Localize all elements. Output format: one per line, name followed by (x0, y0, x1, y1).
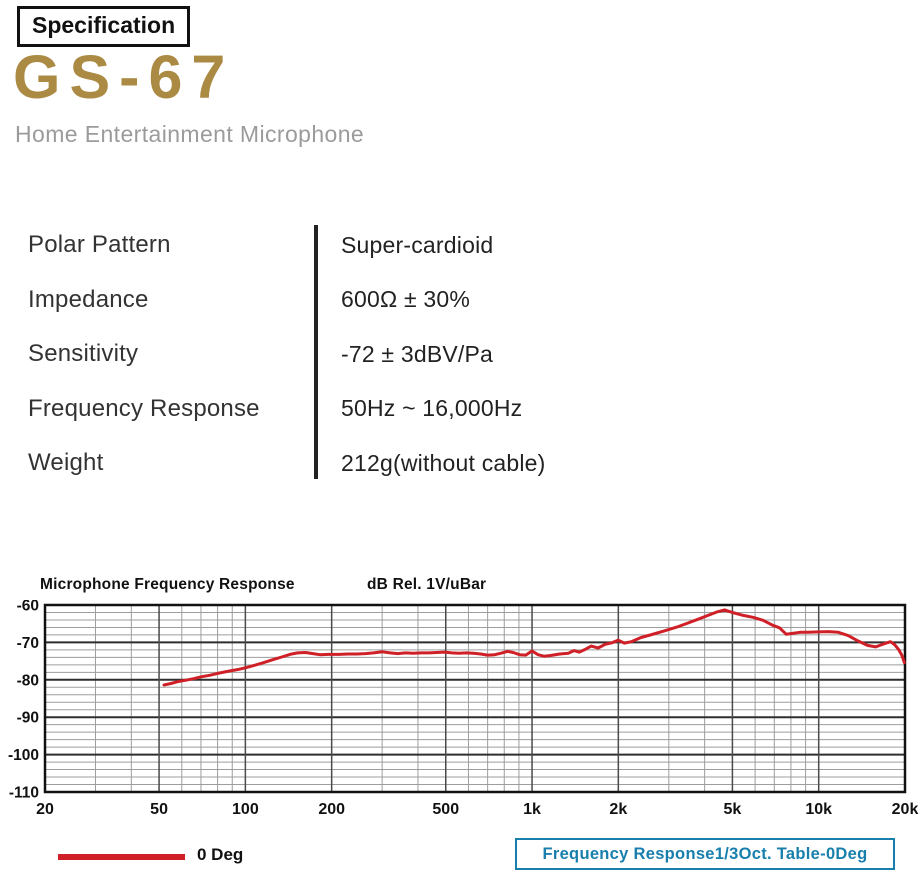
x-tick-label: 20 (36, 801, 54, 818)
chart-title: Microphone Frequency Response (40, 576, 295, 593)
spec-value: -72 ± 3dBV/Pa (341, 340, 494, 367)
spec-value: 50Hz ~ 16,000Hz (341, 395, 523, 422)
x-tick-label: 2k (609, 801, 627, 818)
spec-value-column: Super-cardioid 600Ω ± 30% -72 ± 3dBV/Pa … (318, 218, 546, 491)
spec-label: Weight (28, 449, 104, 477)
y-tick-label: -110 (9, 785, 39, 802)
plot-border (43, 603, 907, 794)
spec-label: Frequency Response (28, 394, 260, 422)
x-tick-label: 20k (892, 801, 919, 818)
response-curve-0deg (162, 608, 906, 687)
legend-line-swatch (58, 854, 185, 860)
x-tick-label: 1k (523, 801, 541, 818)
spec-label: Sensitivity (28, 340, 139, 368)
footer-note-box: Frequency Response1/3Oct. Table-0Deg (515, 838, 895, 870)
x-tick-label: 100 (232, 801, 259, 818)
x-tick-label: 500 (432, 801, 459, 818)
specification-badge: Specification (17, 6, 191, 47)
spec-value: 600Ω ± 30% (341, 286, 471, 313)
x-tick-label: 200 (318, 801, 345, 818)
chart-units-label: dB Rel. 1V/uBar (367, 576, 487, 593)
y-tick-label: -90 (17, 710, 39, 727)
model-subtitle: Home Entertainment Microphone (15, 121, 365, 147)
y-tick-label: -70 (17, 635, 39, 652)
x-tick-label: 5k (724, 801, 742, 818)
model-name: GS-67 (13, 43, 235, 111)
spec-divider-line (314, 225, 318, 479)
spec-label-column: Polar Pattern Impedance Sensitivity Freq… (28, 218, 314, 491)
spec-label: Impedance (28, 285, 149, 313)
spec-label: Polar Pattern (28, 231, 171, 259)
spec-table: Polar Pattern Impedance Sensitivity Freq… (28, 218, 546, 491)
spec-value: Super-cardioid (341, 231, 494, 258)
x-tick-label: 50 (150, 801, 168, 818)
y-tick-label: -80 (17, 672, 39, 689)
y-tick-label: -100 (8, 747, 39, 764)
y-tick-label: -60 (17, 600, 39, 615)
x-tick-label: 10k (805, 801, 832, 818)
spec-value: 212g(without cable) (341, 449, 546, 476)
legend-label: 0 Deg (197, 845, 244, 864)
